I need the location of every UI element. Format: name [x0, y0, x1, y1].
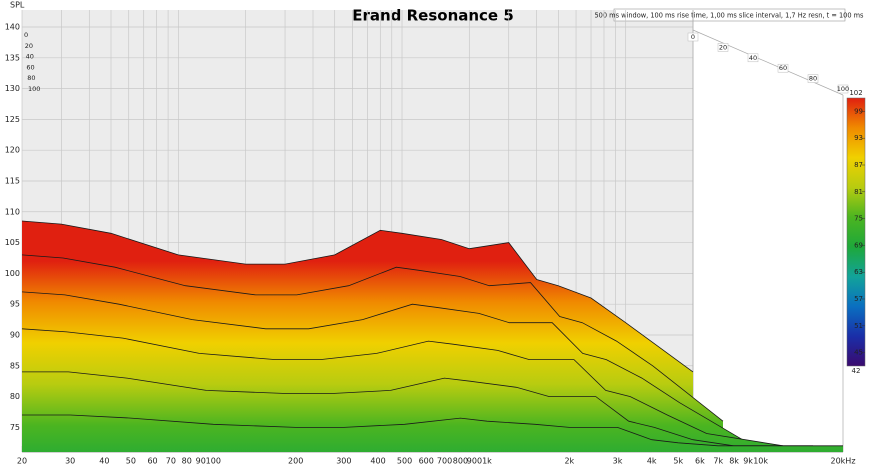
z-tick-label: 100 — [837, 85, 849, 93]
slice-line — [21, 220, 694, 373]
x-tick-label: 50 — [126, 457, 136, 466]
y-tick-label: 85 — [10, 361, 20, 370]
z-tick-label: 60 — [779, 64, 787, 72]
colorbar-tick-label: 99 — [854, 107, 863, 115]
slice-line — [21, 254, 724, 422]
slice-line — [22, 414, 843, 447]
x-tick-label: 800 — [453, 457, 468, 466]
y-tick-label: 140 — [5, 23, 20, 32]
y-tick-label: 80 — [10, 392, 20, 401]
y-tick-label: 105 — [5, 238, 20, 247]
x-tick-label: 40 — [99, 457, 109, 466]
z-tick-box — [837, 84, 849, 94]
z-tick-label: 60 — [26, 63, 34, 71]
y-tick-label: 120 — [5, 146, 20, 155]
z-tick-label: 20 — [25, 42, 33, 50]
colorbar-tick-label: 87 — [854, 161, 863, 169]
slice — [22, 415, 843, 452]
y-axis-label: SPL — [10, 1, 25, 10]
z-tick-label: 40 — [749, 54, 757, 62]
z-tick-label: 0 — [24, 31, 28, 39]
x-tick-label: 5k — [673, 457, 683, 466]
colorbar-tick-label: 69 — [854, 241, 863, 249]
z-tick-box — [747, 53, 759, 63]
subtitle-box — [613, 8, 846, 22]
x-tick-label: 100 — [206, 457, 221, 466]
x-tick-label: 900 — [467, 457, 482, 466]
colorbar-tick-label: 93 — [854, 134, 863, 142]
colorbar-tick-label: 63 — [854, 268, 863, 276]
z-tick-label: 100 — [28, 85, 40, 93]
x-tick-label: 7k — [713, 457, 723, 466]
x-tick-label: 300 — [336, 457, 351, 466]
x-tick-label: 700 — [437, 457, 452, 466]
x-tick-label: 200 — [288, 457, 303, 466]
y-tick-label: 95 — [10, 300, 20, 309]
x-tick-label: 600 — [419, 457, 434, 466]
x-tick-label: 8k — [729, 457, 739, 466]
colorbar-tick-label: 75 — [854, 215, 863, 223]
x-tick-label: 10k — [753, 457, 768, 466]
slice-line — [21, 328, 784, 447]
y-tick-label: 135 — [5, 53, 20, 62]
colorbar-tick-label: 51 — [854, 322, 863, 330]
z-tick-label: 80 — [27, 74, 35, 82]
x-tick-label: 20 — [17, 457, 27, 466]
x-tick-label: 1k — [482, 457, 492, 466]
y-tick-label: 115 — [5, 176, 20, 185]
y-tick-label: 110 — [5, 207, 20, 216]
x-tick-label: 20kHz — [830, 457, 855, 466]
y-tick-label: 125 — [5, 115, 20, 124]
colorbar-tick-label: 57 — [854, 295, 863, 303]
x-tick-label: 4k — [647, 457, 657, 466]
z-tick-label: 20 — [719, 43, 727, 51]
x-tick-label: 60 — [147, 457, 157, 466]
colorbar-tick-label: 81 — [854, 188, 863, 196]
x-tick-label: 9k — [743, 457, 753, 466]
chart-title: Erand Resonance 5 — [352, 7, 514, 25]
x-tick-label: 30 — [65, 457, 75, 466]
slice-line — [22, 371, 813, 447]
x-tick-label: 6k — [695, 457, 705, 466]
x-tick-label: 70 — [166, 457, 176, 466]
colorbar-tick-label: 45 — [854, 349, 863, 357]
z-tick-label: 40 — [26, 53, 34, 61]
y-tick-label: 130 — [5, 84, 20, 93]
z-tick-box — [807, 74, 819, 83]
x-tick-label: 400 — [370, 457, 385, 466]
y-tick-label: 100 — [5, 269, 20, 278]
z-tick-box — [777, 63, 789, 73]
slice-line — [21, 291, 754, 447]
z-tick-box — [717, 43, 729, 52]
colorbar-min: 42 — [852, 367, 861, 375]
x-tick-label: 500 — [397, 457, 412, 466]
x-tick-label: 2k — [564, 457, 574, 466]
x-tick-label: 3k — [613, 457, 623, 466]
colorbar-max: 102 — [849, 89, 862, 97]
y-tick-label: 75 — [10, 423, 20, 432]
y-tick-label: 90 — [10, 330, 20, 339]
z-tick-label: 80 — [809, 75, 817, 83]
colorbar — [846, 97, 866, 367]
x-tick-label: 90 — [196, 457, 206, 466]
x-tick-label: 80 — [182, 457, 192, 466]
subtitle: 500 ms window, 100 ms rise time, 1,00 ms… — [594, 12, 864, 20]
z-tick-label: 0 — [691, 33, 695, 41]
z-tick-box — [687, 32, 699, 42]
frame-edge — [692, 29, 844, 96]
